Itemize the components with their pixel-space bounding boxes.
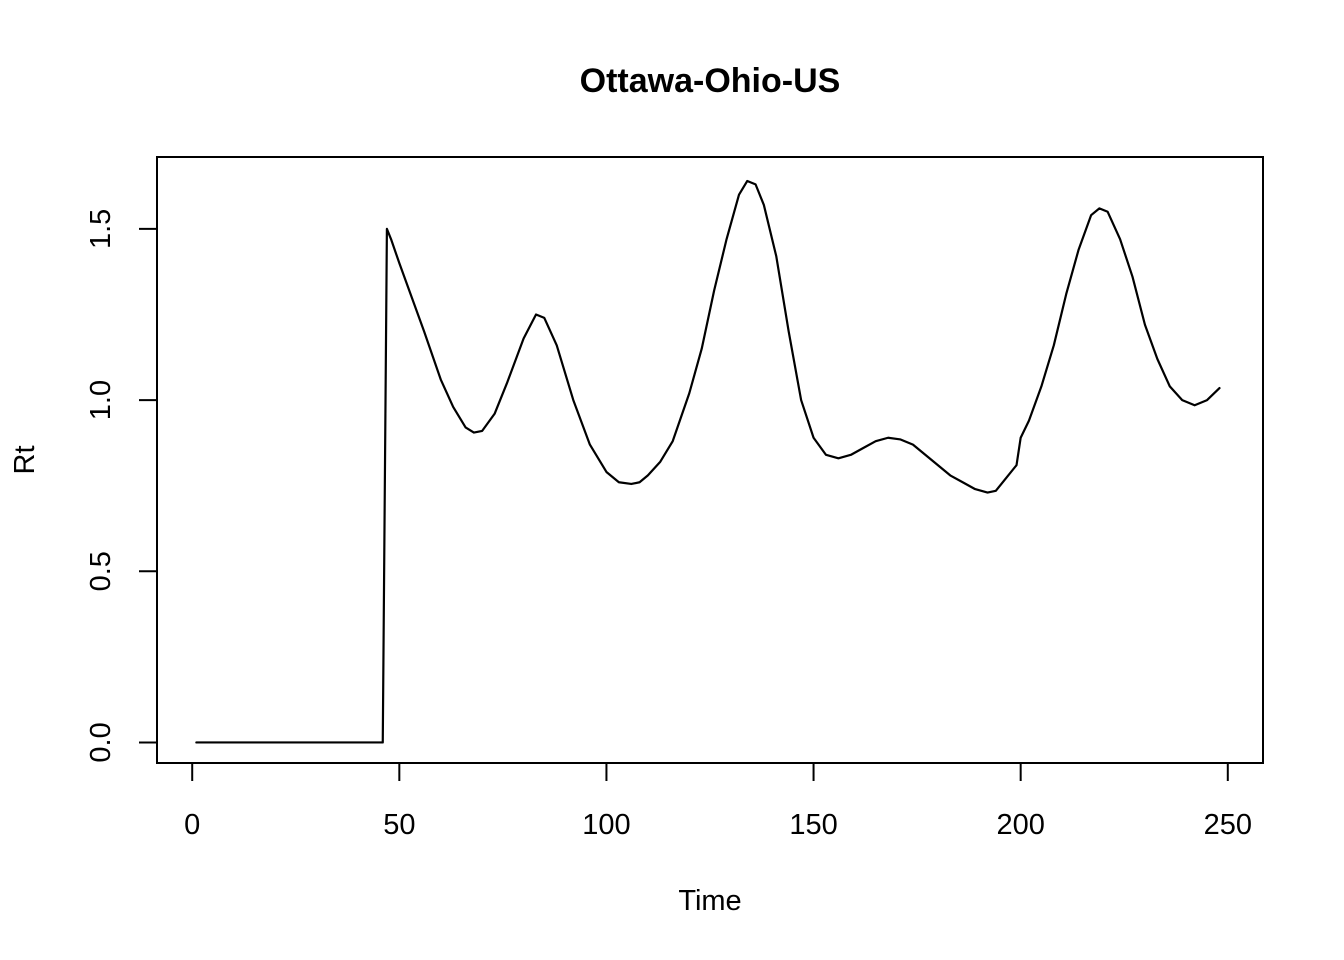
x-tick-label: 50 — [383, 809, 415, 841]
x-axis-label: Time — [678, 885, 741, 917]
x-tick-label: 100 — [582, 809, 630, 841]
x-tick-label: 250 — [1204, 809, 1252, 841]
y-axis-label: Rt — [9, 446, 41, 475]
y-tick-label: 1.0 — [85, 380, 117, 420]
y-axis: 0.0 0.5 1.0 1.5 — [85, 209, 158, 763]
y-tick-label: 0.5 — [85, 551, 117, 591]
series-layer — [195, 179, 1221, 744]
y-tick-label: 1.5 — [85, 209, 117, 249]
y-tick-label: 0.0 — [85, 722, 117, 762]
series-line-0 — [195, 179, 1221, 744]
x-tick-label: 0 — [184, 809, 200, 841]
plot-area-frame — [156, 156, 1264, 764]
x-axis: 0 50 100 150 200 250 — [184, 762, 1252, 841]
x-tick-label: 150 — [789, 809, 837, 841]
x-tick-label: 200 — [996, 809, 1044, 841]
chart-title: Ottawa-Ohio-US — [580, 62, 841, 100]
